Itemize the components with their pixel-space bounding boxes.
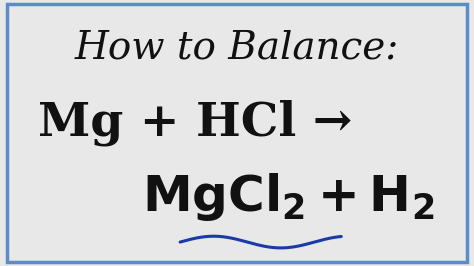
Text: How to Balance:: How to Balance:	[75, 29, 399, 66]
Text: Mg + HCl →: Mg + HCl →	[38, 99, 352, 146]
Text: $\mathbf{MgCl_2 + H_2}$: $\mathbf{MgCl_2 + H_2}$	[142, 171, 435, 223]
